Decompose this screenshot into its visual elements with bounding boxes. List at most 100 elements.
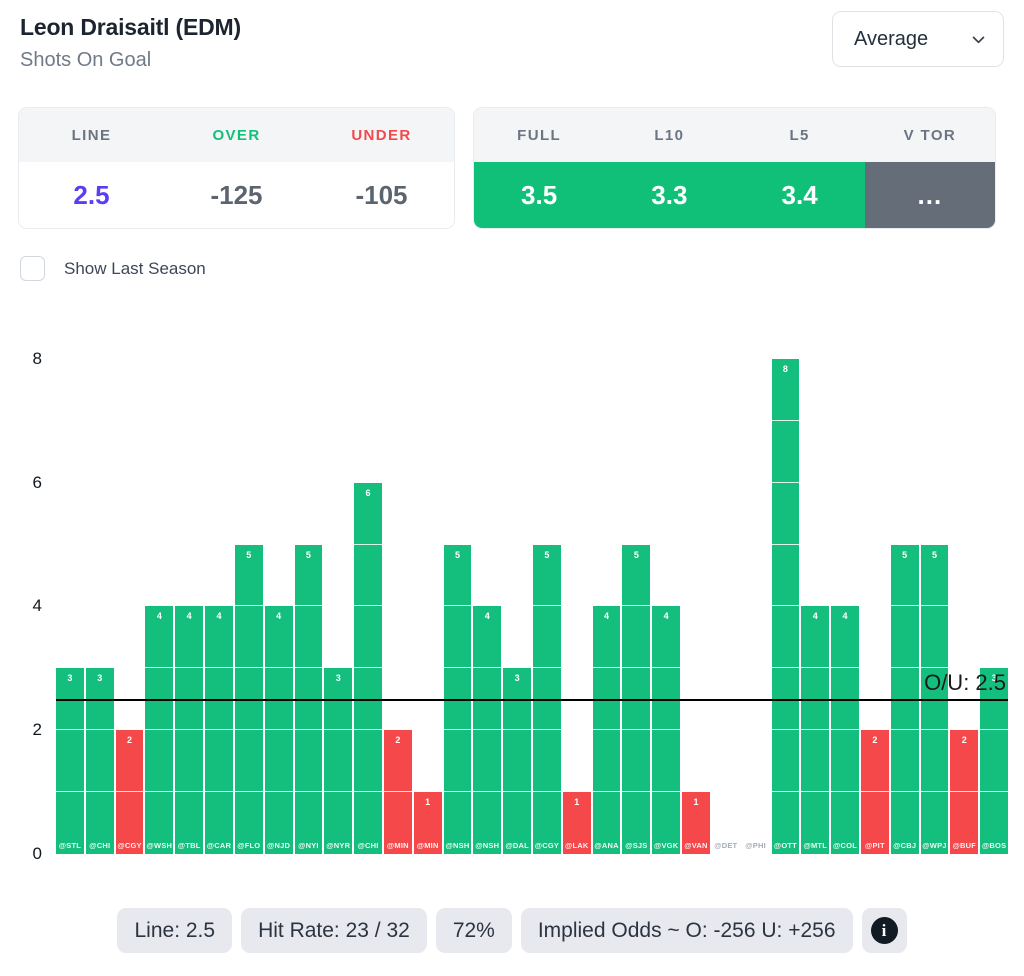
bar-slot[interactable]: 2 @PIT — [860, 328, 889, 854]
aggregation-select[interactable]: Average — [832, 11, 1004, 67]
bar[interactable]: 4 @NSH — [473, 606, 502, 854]
bar[interactable]: 4 @COL — [831, 606, 859, 854]
bar-x-label: @DAL — [505, 841, 529, 850]
info-button[interactable]: i — [861, 908, 907, 953]
bar-slot[interactable]: 4 @CAR — [205, 328, 233, 854]
splits-value-vtor: ... — [864, 162, 995, 228]
bar[interactable]: 3 @STL — [56, 668, 84, 854]
bar-value-label: 1 — [574, 797, 580, 808]
bar[interactable]: 4 @MTL — [801, 606, 830, 854]
aggregation-select-value: Average — [854, 27, 929, 50]
bar-gridline — [294, 791, 323, 793]
page-title: Leon Draisaitl (EDM) — [20, 14, 241, 40]
bar-gridline — [771, 419, 800, 421]
bar-slot[interactable]: 5 @NSH — [443, 328, 472, 854]
bar-slot[interactable]: 5 @FLO — [234, 328, 263, 854]
bar-value-label: 5 — [931, 549, 937, 560]
summary-footer: Line: 2.5 Hit Rate: 23 / 32 72% Implied … — [0, 908, 1024, 953]
bar-gridline — [205, 667, 233, 669]
bar[interactable]: 2 @PIT — [860, 730, 889, 854]
bar-x-label: @OTT — [773, 841, 797, 850]
bar-value-label: 4 — [216, 611, 222, 622]
bar-series: 3 @STL 3 @CHI 2 @CGY 4 @WSH 4 @TBL 4 @CAR 5 @FLO 4 @NJD… — [56, 328, 1008, 854]
bar-value-label: 4 — [812, 611, 818, 622]
bar-slot[interactable]: 3 @NYR — [324, 328, 353, 854]
bar-gridline — [771, 667, 800, 669]
bar-gridline — [234, 667, 263, 669]
bar-slot[interactable]: 3 @STL — [56, 328, 84, 854]
show-last-season-label: Show Last Season — [64, 258, 206, 278]
bar-slot[interactable]: 1 @MIN — [413, 328, 442, 854]
bar[interactable]: 4 @ANA — [592, 606, 621, 854]
bar-slot[interactable]: 4 @NJD — [264, 328, 293, 854]
bar-slot[interactable]: 3 @CHI — [85, 328, 114, 854]
bar-slot[interactable]: 4 @WSH — [145, 328, 174, 854]
bar-x-label: @VGK — [653, 841, 679, 850]
bar[interactable]: 4 @WSH — [145, 606, 174, 854]
bar-gridline — [56, 729, 84, 731]
bar-slot[interactable]: 4 @ANA — [592, 328, 621, 854]
bar-gridline — [980, 791, 1008, 793]
bar-value-label: 5 — [544, 549, 550, 560]
bar[interactable]: 4 @VGK — [652, 606, 681, 854]
bar-gridline — [115, 791, 144, 793]
bar-gridline — [443, 729, 472, 731]
bar-gridline — [175, 791, 204, 793]
over-under-threshold-label: O/U: 2.5 — [924, 670, 1006, 696]
bar-slot[interactable]: 1 @LAK — [562, 328, 591, 854]
chart-plot-area: 0 2 4 6 8 3 @STL 3 @CHI 2 @CGY 4 @WSH 4 @TBL 4 @CAR 5 @FL… — [33, 328, 1008, 863]
bar-slot[interactable]: 5 @WPJ — [920, 328, 949, 854]
bar-value-label: 2 — [961, 735, 967, 746]
bar-value-label: 4 — [604, 611, 610, 622]
odds-value-over[interactable]: -125 — [210, 180, 263, 210]
bar[interactable]: 8 @OTT — [771, 358, 800, 854]
bar[interactable]: 4 @NJD — [264, 606, 293, 854]
show-last-season-checkbox[interactable] — [20, 256, 45, 281]
bar[interactable]: 2 @BUF — [950, 730, 979, 854]
bar-slot[interactable]: @PHI — [742, 328, 770, 854]
bar[interactable]: 6 @CHI — [354, 482, 382, 854]
bar-slot[interactable]: 4 @VGK — [652, 328, 681, 854]
bar-slot[interactable]: 3 @DAL — [503, 328, 531, 854]
bar-slot[interactable]: 5 @NYI — [294, 328, 323, 854]
bar-gridline — [205, 729, 233, 731]
bar-slot[interactable]: 8 @OTT — [771, 328, 800, 854]
bar-slot[interactable]: 4 @MTL — [801, 328, 830, 854]
bar[interactable]: 3 @NYR — [324, 668, 353, 854]
bar-slot[interactable]: 4 @COL — [831, 328, 859, 854]
splits-col-vtor: V TOR — [903, 126, 957, 144]
odds-value-line: 2.5 — [73, 180, 110, 210]
bar-x-label: @STL — [58, 841, 82, 850]
bar-value-label: 3 — [514, 673, 520, 684]
bar-slot[interactable]: 5 @CBJ — [890, 328, 919, 854]
bar-value-label: 5 — [246, 549, 252, 560]
bar[interactable]: 3 @CHI — [85, 668, 114, 854]
bar[interactable]: 4 @TBL — [175, 606, 204, 854]
bar-slot[interactable]: 2 @MIN — [383, 328, 412, 854]
bar[interactable]: 1 @MIN — [413, 792, 442, 854]
bar-x-label: @FLO — [237, 841, 261, 850]
bar-gridline — [801, 791, 830, 793]
splits-value-full: 3.5 — [474, 162, 605, 228]
show-last-season-toggle[interactable]: Show Last Season — [20, 256, 206, 281]
bar[interactable]: 2 @CGY — [115, 730, 144, 854]
bar-slot[interactable]: 4 @NSH — [473, 328, 502, 854]
odds-value-under[interactable]: -105 — [355, 180, 408, 210]
bar-slot[interactable]: 1 @VAN — [682, 328, 710, 854]
bar[interactable]: 1 @LAK — [562, 792, 591, 854]
bar[interactable]: 2 @MIN — [383, 730, 412, 854]
bar-slot[interactable]: 6 @CHI — [354, 328, 382, 854]
over-under-threshold-line — [56, 699, 1008, 702]
bar-x-label: @CGY — [534, 841, 560, 850]
bar[interactable]: 1 @VAN — [682, 792, 710, 854]
bar-slot[interactable]: 5 @CGY — [533, 328, 561, 854]
bar[interactable]: 3 @DAL — [503, 668, 531, 854]
bar-slot[interactable]: 3 @BOS — [980, 328, 1008, 854]
bar-gridline — [354, 729, 382, 731]
bar-slot[interactable]: 5 @SJS — [622, 328, 651, 854]
bar[interactable]: 4 @CAR — [205, 606, 233, 854]
bar-slot[interactable]: 2 @BUF — [950, 328, 979, 854]
bar-slot[interactable]: 4 @TBL — [175, 328, 204, 854]
bar-slot[interactable]: @DET — [712, 328, 740, 854]
bar-slot[interactable]: 2 @CGY — [115, 328, 144, 854]
